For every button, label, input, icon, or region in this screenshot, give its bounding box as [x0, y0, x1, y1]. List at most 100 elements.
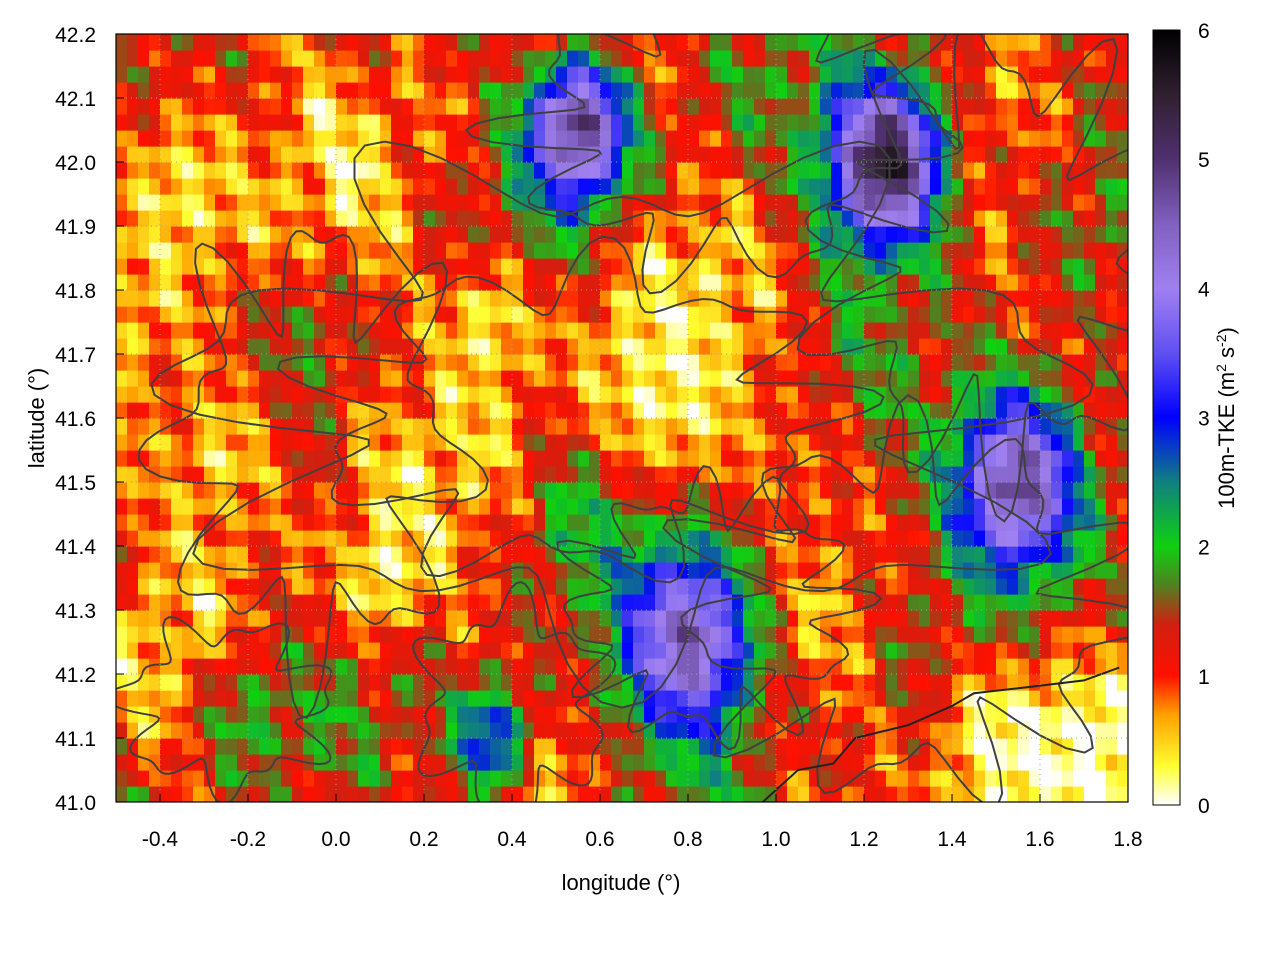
heatmap-cell: [171, 114, 183, 131]
heatmap-cell: [963, 370, 975, 387]
heatmap-cell: [391, 290, 403, 307]
heatmap-cell: [875, 562, 887, 579]
heatmap-cell: [1106, 130, 1118, 147]
heatmap-cell: [754, 722, 766, 739]
heatmap-cell: [325, 50, 337, 67]
heatmap-cell: [490, 98, 502, 115]
heatmap-cell: [1095, 642, 1107, 659]
heatmap-cell: [765, 306, 777, 323]
heatmap-cell: [963, 258, 975, 275]
heatmap-cell: [545, 178, 557, 195]
heatmap-cell: [490, 82, 502, 99]
heatmap-cell: [754, 98, 766, 115]
heatmap-cell: [347, 130, 359, 147]
heatmap-cell: [182, 706, 194, 723]
heatmap-cell: [787, 546, 799, 563]
heatmap-cell: [523, 706, 535, 723]
heatmap-cell: [930, 770, 942, 787]
heatmap-cell: [1040, 290, 1052, 307]
heatmap-cell: [193, 658, 205, 675]
heatmap-cell: [666, 338, 678, 355]
heatmap-cell: [985, 610, 997, 627]
heatmap-cell: [479, 338, 491, 355]
heatmap-cell: [699, 610, 711, 627]
heatmap-cell: [468, 178, 480, 195]
heatmap-cell: [1117, 114, 1128, 131]
heatmap-cell: [886, 530, 898, 547]
heatmap-cell: [358, 738, 370, 755]
heatmap-cell: [490, 274, 502, 291]
heatmap-cell: [666, 722, 678, 739]
heatmap-cell: [688, 530, 700, 547]
heatmap-cell: [446, 754, 458, 771]
heatmap-cell: [369, 146, 381, 163]
heatmap-cell: [1029, 530, 1041, 547]
heatmap-cell: [721, 578, 733, 595]
heatmap-cell: [534, 82, 546, 99]
heatmap-cell: [281, 66, 293, 83]
heatmap-cell: [578, 626, 590, 643]
heatmap-cell: [468, 706, 480, 723]
heatmap-cell: [589, 146, 601, 163]
heatmap-cell: [336, 738, 348, 755]
heatmap-cell: [182, 130, 194, 147]
heatmap-cell: [501, 482, 513, 499]
heatmap-cell: [457, 578, 469, 595]
heatmap-cell: [1007, 530, 1019, 547]
heatmap-cell: [402, 562, 414, 579]
heatmap-cell: [523, 66, 535, 83]
heatmap-cell: [325, 162, 337, 179]
heatmap-cell: [710, 530, 722, 547]
heatmap-cell: [996, 466, 1008, 483]
heatmap-cell: [160, 498, 172, 515]
heatmap-cell: [281, 674, 293, 691]
heatmap-cell: [622, 642, 634, 659]
heatmap-cell: [853, 482, 865, 499]
heatmap-cell: [468, 466, 480, 483]
heatmap-cell: [1029, 258, 1041, 275]
heatmap-cell: [809, 290, 821, 307]
heatmap-cell: [732, 226, 744, 243]
heatmap-cell: [545, 146, 557, 163]
heatmap-cell: [182, 338, 194, 355]
heatmap-cell: [897, 306, 909, 323]
heatmap-cell: [919, 546, 931, 563]
heatmap-cell: [831, 386, 843, 403]
heatmap-cell: [622, 226, 634, 243]
heatmap-cell: [248, 626, 260, 643]
heatmap-cell: [1062, 626, 1074, 643]
heatmap-cell: [842, 418, 854, 435]
heatmap-cell: [138, 370, 150, 387]
heatmap-cell: [886, 738, 898, 755]
heatmap-cell: [666, 770, 678, 787]
heatmap-cell: [1095, 82, 1107, 99]
heatmap-cell: [1073, 434, 1085, 451]
heatmap-cell: [435, 82, 447, 99]
heatmap-cell: [380, 690, 392, 707]
heatmap-cell: [875, 514, 887, 531]
heatmap-cell: [479, 98, 491, 115]
heatmap-cell: [534, 418, 546, 435]
heatmap-cell: [963, 402, 975, 419]
heatmap-cell: [853, 98, 865, 115]
heatmap-cell: [919, 354, 931, 371]
heatmap-cell: [1106, 626, 1118, 643]
heatmap-cell: [193, 674, 205, 691]
heatmap-cell: [974, 290, 986, 307]
heatmap-cell: [138, 466, 150, 483]
heatmap-cell: [996, 226, 1008, 243]
heatmap-cell: [215, 402, 227, 419]
heatmap-cell: [468, 562, 480, 579]
heatmap-cell: [930, 34, 942, 51]
heatmap-cell: [424, 290, 436, 307]
heatmap-cell: [842, 194, 854, 211]
heatmap-cell: [787, 754, 799, 771]
heatmap-cell: [600, 786, 612, 802]
heatmap-cell: [336, 754, 348, 771]
heatmap-cell: [534, 50, 546, 67]
heatmap-cell: [732, 674, 744, 691]
heatmap-cell: [600, 178, 612, 195]
heatmap-cell: [633, 338, 645, 355]
heatmap-cell: [611, 82, 623, 99]
heatmap-cell: [699, 322, 711, 339]
